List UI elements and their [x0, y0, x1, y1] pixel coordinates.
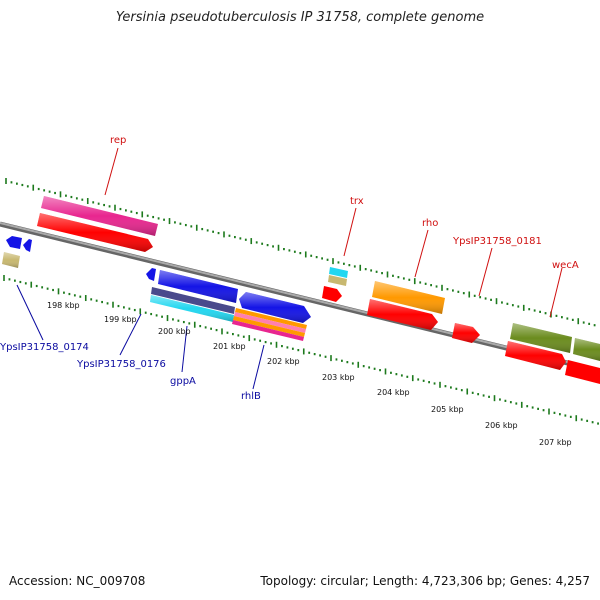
gene-label-trx[interactable]: trx	[350, 196, 364, 207]
rhlb-stripe-1[interactable]	[235, 308, 307, 329]
blue-arrow-small-2[interactable]	[23, 239, 32, 252]
gene-label-ypsip31758-0174[interactable]: YpsIP31758_0174	[0, 342, 89, 353]
ruler-label: 204 kbp	[377, 388, 410, 397]
rhlb-stripe-3[interactable]	[233, 316, 305, 337]
accession-text: Accession: NC_009708	[9, 574, 146, 588]
label-connectors	[16, 147, 563, 390]
ruler-label: 200 kbp	[158, 327, 191, 336]
rhlb-stripe-4[interactable]	[232, 320, 304, 341]
ruler-label: 206 kbp	[485, 421, 518, 430]
trx-red-arrow[interactable]	[322, 286, 342, 302]
ruler-label: 205 kbp	[431, 405, 464, 414]
weca-cds-arrow-2[interactable]	[565, 360, 600, 384]
gene-label-rhlb[interactable]: rhlB	[241, 391, 261, 402]
ruler-labels: 198 kbp 199 kbp 200 kbp 201 kbp 202 kbp …	[47, 301, 572, 447]
upper-tick-track	[5, 178, 596, 327]
bottom-gene-labels: YpsIP31758_0174 YpsIP31758_0176 gppA rhl…	[0, 342, 261, 402]
rhlb-stripe-2[interactable]	[234, 312, 306, 333]
gene-label-rep[interactable]: rep	[110, 135, 126, 146]
summary-text: Topology: circular; Length: 4,723,306 bp…	[260, 574, 590, 588]
gene-label-ypsip31758-0176[interactable]: YpsIP31758_0176	[76, 359, 166, 370]
top-gene-labels: rep trx rho YpsIP31758_0181 wecA	[110, 135, 579, 271]
ruler-label: 198 kbp	[47, 301, 80, 310]
gene-features	[2, 196, 600, 384]
ruler-label: 203 kbp	[322, 373, 355, 382]
blue-arrow-small-1[interactable]	[6, 236, 22, 249]
ruler-label: 199 kbp	[104, 315, 137, 324]
map-title: Yersinia pseudotuberculosis IP 31758, co…	[115, 10, 485, 25]
blue-arrow-tip[interactable]	[146, 268, 156, 281]
trx-tan-block[interactable]	[328, 275, 347, 286]
gene-label-ypsip31758-0181[interactable]: YpsIP31758_0181	[452, 236, 542, 247]
ruler-label: 201 kbp	[213, 342, 246, 351]
gene-label-rho[interactable]: rho	[422, 218, 438, 229]
gene-label-gppa[interactable]: gppA	[170, 376, 196, 387]
slate-gene-block[interactable]	[151, 287, 235, 314]
lower-tick-track	[3, 275, 599, 425]
gene-label-weca[interactable]: wecA	[552, 260, 579, 271]
ruler-label: 202 kbp	[267, 357, 300, 366]
trx-cyan-block[interactable]	[329, 267, 348, 278]
ruler-label: 207 kbp	[539, 438, 572, 447]
